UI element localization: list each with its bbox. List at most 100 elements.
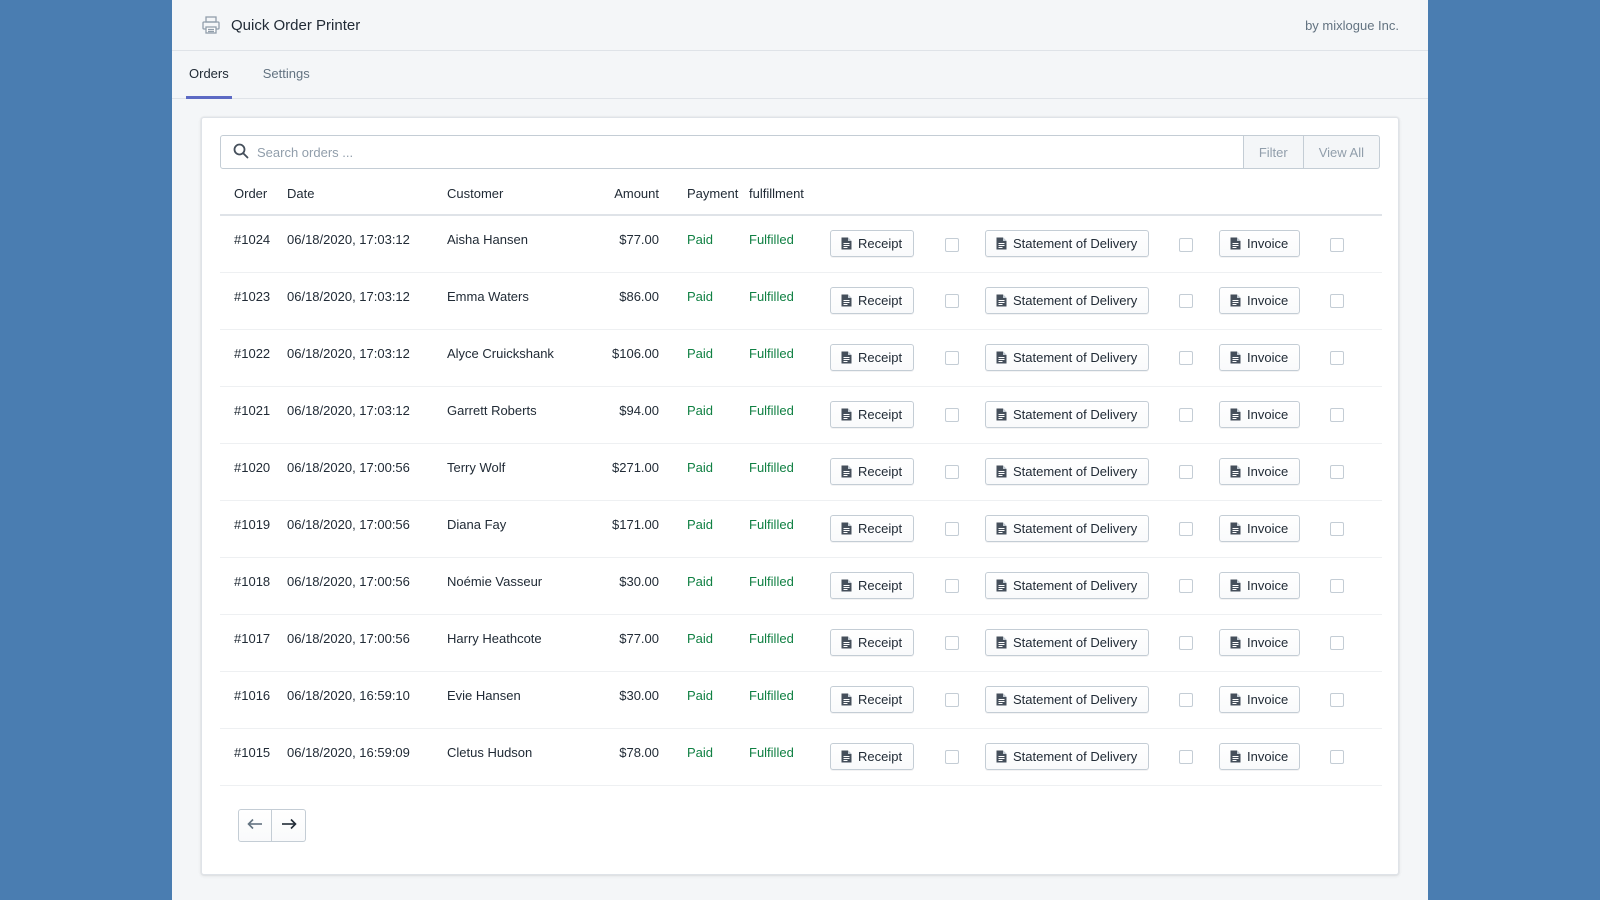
statement-of-delivery-button[interactable]: Statement of Delivery [985, 686, 1150, 713]
document-icon [1230, 465, 1241, 478]
tab-orders[interactable]: Orders [186, 51, 232, 99]
statement-checkbox[interactable] [1179, 579, 1193, 594]
statement-checkbox[interactable] [1179, 294, 1193, 309]
customer-name: Diana Fay [447, 517, 507, 532]
statement-checkbox[interactable] [1179, 750, 1193, 765]
receipt-button[interactable]: Receipt [830, 515, 915, 542]
invoice-button[interactable]: Invoice [1219, 458, 1301, 485]
receipt-checkbox[interactable] [945, 237, 959, 252]
invoice-checkbox[interactable] [1330, 750, 1344, 765]
invoice-button[interactable]: Invoice [1219, 515, 1301, 542]
invoice-button[interactable]: Invoice [1219, 629, 1301, 656]
invoice-checkbox[interactable] [1330, 579, 1344, 594]
invoice-label: Invoice [1247, 293, 1289, 308]
invoice-checkbox[interactable] [1330, 294, 1344, 309]
receipt-checkbox[interactable] [945, 351, 959, 366]
invoice-button[interactable]: Invoice [1219, 401, 1301, 428]
receipt-checkbox[interactable] [945, 636, 959, 651]
invoice-button[interactable]: Invoice [1219, 230, 1301, 258]
order-number[interactable]: #1020 [234, 460, 271, 475]
statement-checkbox[interactable] [1179, 351, 1193, 366]
document-icon [996, 693, 1007, 706]
invoice-button[interactable]: Invoice [1219, 743, 1301, 770]
order-number[interactable]: #1024 [234, 232, 271, 248]
receipt-checkbox[interactable] [945, 522, 959, 537]
order-date: 06/18/2020, 16:59:09 [287, 745, 410, 760]
statement-of-delivery-button[interactable]: Statement of Delivery [985, 743, 1150, 770]
order-number[interactable]: #1023 [234, 289, 271, 304]
invoice-checkbox[interactable] [1330, 465, 1344, 480]
order-number[interactable]: #1015 [234, 745, 271, 760]
document-icon [1230, 750, 1241, 763]
receipt-button[interactable]: Receipt [830, 629, 915, 656]
next-page-button[interactable] [272, 809, 306, 842]
receipt-button[interactable]: Receipt [830, 401, 915, 428]
order-date: 06/18/2020, 17:00:56 [287, 574, 410, 589]
order-number[interactable]: #1022 [234, 346, 271, 361]
order-number[interactable]: #1017 [234, 631, 271, 646]
receipt-button[interactable]: Receipt [830, 743, 915, 770]
invoice-label: Invoice [1247, 635, 1289, 650]
receipt-button[interactable]: Receipt [830, 344, 915, 371]
statement-label: Statement of Delivery [1013, 407, 1138, 422]
invoice-button[interactable]: Invoice [1219, 344, 1301, 371]
invoice-checkbox[interactable] [1330, 408, 1344, 423]
receipt-checkbox[interactable] [945, 579, 959, 594]
receipt-checkbox[interactable] [945, 465, 959, 480]
view-all-button[interactable]: View All [1303, 135, 1380, 169]
statement-of-delivery-button[interactable]: Statement of Delivery [985, 401, 1150, 428]
order-number[interactable]: #1018 [234, 574, 271, 589]
order-date: 06/18/2020, 17:00:56 [287, 517, 410, 532]
invoice-checkbox[interactable] [1330, 351, 1344, 366]
receipt-button[interactable]: Receipt [830, 572, 915, 599]
prev-page-button[interactable] [238, 809, 272, 842]
order-date: 06/18/2020, 17:03:12 [287, 403, 410, 418]
invoice-button[interactable]: Invoice [1219, 686, 1301, 713]
statement-label: Statement of Delivery [1013, 236, 1138, 252]
order-number[interactable]: #1019 [234, 517, 271, 532]
app-window: Quick Order Printer by mixlogue Inc. Ord… [172, 0, 1428, 900]
statement-checkbox[interactable] [1179, 465, 1193, 480]
statement-of-delivery-button[interactable]: Statement of Delivery [985, 629, 1150, 656]
invoice-checkbox[interactable] [1330, 237, 1344, 252]
statement-of-delivery-button[interactable]: Statement of Delivery [985, 572, 1150, 599]
statement-of-delivery-button[interactable]: Statement of Delivery [985, 344, 1150, 371]
receipt-checkbox[interactable] [945, 693, 959, 708]
statement-of-delivery-button[interactable]: Statement of Delivery [985, 230, 1150, 258]
tab-settings[interactable]: Settings [262, 66, 310, 81]
receipt-button[interactable]: Receipt [830, 230, 915, 258]
arrow-left-icon [247, 818, 263, 833]
statement-checkbox[interactable] [1179, 693, 1193, 708]
invoice-label: Invoice [1247, 236, 1289, 252]
receipt-label: Receipt [858, 749, 903, 764]
payment-status: Paid [687, 517, 714, 532]
invoice-checkbox[interactable] [1330, 522, 1344, 537]
invoice-button[interactable]: Invoice [1219, 287, 1301, 314]
order-number[interactable]: #1021 [234, 403, 271, 418]
customer-name: Cletus Hudson [447, 745, 533, 760]
order-date: 06/18/2020, 17:03:12 [287, 289, 410, 304]
statement-checkbox[interactable] [1179, 636, 1193, 651]
receipt-button[interactable]: Receipt [830, 686, 915, 713]
statement-of-delivery-button[interactable]: Statement of Delivery [985, 515, 1150, 542]
header-order: Order [220, 173, 287, 216]
invoice-button[interactable]: Invoice [1219, 572, 1301, 599]
statement-checkbox[interactable] [1179, 237, 1193, 252]
order-amount: $77.00 [619, 232, 659, 248]
search-input[interactable] [257, 144, 1243, 160]
order-number[interactable]: #1016 [234, 688, 271, 703]
invoice-checkbox[interactable] [1330, 636, 1344, 651]
header-fulfillment: fulfillment [741, 173, 830, 216]
statement-checkbox[interactable] [1179, 408, 1193, 423]
receipt-checkbox[interactable] [945, 294, 959, 309]
receipt-checkbox[interactable] [945, 750, 959, 765]
receipt-button[interactable]: Receipt [830, 458, 915, 485]
statement-of-delivery-button[interactable]: Statement of Delivery [985, 287, 1150, 314]
receipt-button[interactable]: Receipt [830, 287, 915, 314]
statement-checkbox[interactable] [1179, 522, 1193, 537]
statement-of-delivery-button[interactable]: Statement of Delivery [985, 458, 1150, 485]
search-icon [233, 143, 249, 162]
filter-button[interactable]: Filter [1243, 135, 1304, 169]
receipt-checkbox[interactable] [945, 408, 959, 423]
invoice-checkbox[interactable] [1330, 693, 1344, 708]
